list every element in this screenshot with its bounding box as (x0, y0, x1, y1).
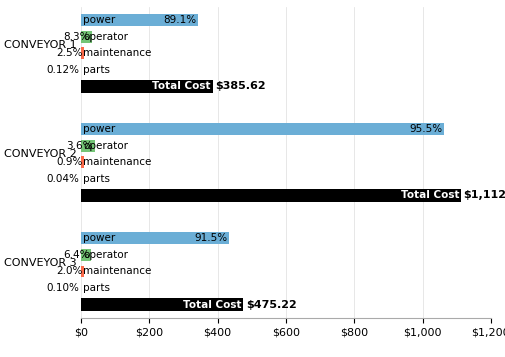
Bar (81, 266, 84, 277)
Text: operator: operator (83, 141, 128, 151)
Text: parts: parts (83, 174, 110, 184)
Text: parts: parts (83, 65, 110, 75)
Text: Total Cost: Total Cost (400, 191, 458, 201)
Text: 0.9%: 0.9% (56, 157, 82, 167)
Text: Total Cost: Total Cost (183, 300, 241, 310)
Bar (81, 298, 243, 311)
Text: maintenance: maintenance (83, 266, 151, 276)
Text: parts: parts (83, 283, 110, 293)
Text: power: power (83, 124, 115, 134)
Bar (81, 47, 84, 59)
Text: $385.62: $385.62 (215, 81, 266, 91)
Bar (81, 232, 229, 245)
Bar (81, 140, 94, 152)
Text: 91.5%: 91.5% (194, 233, 227, 243)
Text: CONVEYOR 1: CONVEYOR 1 (4, 40, 77, 50)
Text: $1,112.36: $1,112.36 (463, 191, 505, 201)
Text: 3.6%: 3.6% (66, 141, 93, 151)
Text: 8.3%: 8.3% (64, 32, 90, 42)
Bar (81, 80, 212, 93)
Bar (81, 189, 460, 202)
Bar (81, 249, 91, 261)
Text: maintenance: maintenance (83, 49, 151, 59)
Text: maintenance: maintenance (83, 157, 151, 167)
Text: Total Cost: Total Cost (152, 81, 211, 91)
Text: 89.1%: 89.1% (163, 15, 196, 25)
Text: $475.22: $475.22 (245, 300, 296, 310)
Text: operator: operator (83, 250, 128, 260)
Bar (81, 124, 443, 135)
Bar (81, 31, 92, 43)
Text: 0.12%: 0.12% (46, 65, 79, 75)
Text: 0.10%: 0.10% (46, 283, 79, 293)
Text: power: power (83, 15, 115, 25)
Text: 95.5%: 95.5% (408, 124, 441, 134)
Bar (81, 156, 84, 169)
Text: CONVEYOR 2: CONVEYOR 2 (4, 149, 77, 159)
Text: 2.0%: 2.0% (56, 266, 82, 276)
Text: 6.4%: 6.4% (63, 250, 89, 260)
Bar (81, 14, 198, 26)
Text: power: power (83, 233, 115, 243)
Text: 0.04%: 0.04% (46, 174, 79, 184)
Text: operator: operator (83, 32, 128, 42)
Text: 2.5%: 2.5% (56, 49, 82, 59)
Text: CONVEYOR 3: CONVEYOR 3 (4, 258, 77, 268)
